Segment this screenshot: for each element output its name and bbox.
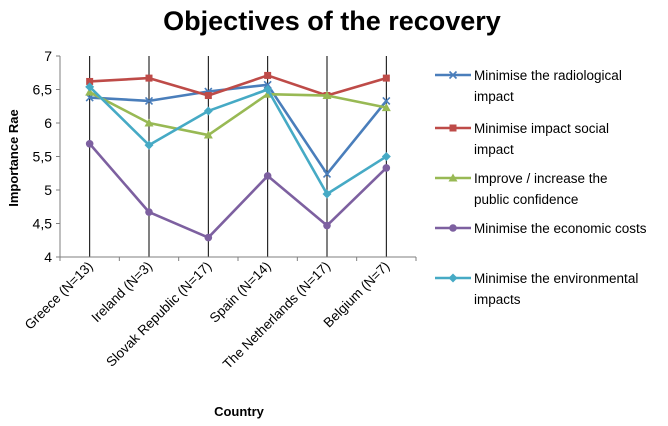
- series-line: [85, 139, 391, 242]
- series-path: [89, 74, 387, 97]
- legend-label: Minimise the economic costs: [474, 221, 647, 236]
- data-point: [86, 77, 94, 85]
- data-point: [85, 139, 94, 148]
- x-tick-label: Ireland (N=3): [89, 259, 156, 326]
- legend: Minimise the radiologicalimpactMinimise …: [435, 68, 647, 307]
- data-point: [204, 92, 212, 100]
- data-point: [144, 96, 154, 105]
- legend-label: impacts: [474, 292, 521, 307]
- data-point: [448, 70, 458, 80]
- data-point: [203, 106, 213, 116]
- data-point: [204, 233, 213, 242]
- data-point: [449, 124, 457, 132]
- y-tick-label: 4: [44, 249, 52, 265]
- data-point: [145, 74, 153, 82]
- data-point: [145, 208, 153, 216]
- legend-item: Minimise the environmental impacts: [435, 271, 638, 307]
- series-line: [85, 87, 391, 139]
- y-axis-title: Importance Rae: [6, 109, 21, 207]
- x-tick-label: The Netherlands (N=17): [220, 259, 333, 372]
- data-point: [382, 96, 391, 105]
- y-tick-label: 5,5: [33, 149, 53, 165]
- series-layer: [85, 71, 391, 242]
- legend-item: Minimise the economic costs: [435, 221, 647, 236]
- data-point: [323, 221, 331, 230]
- legend-label: public confidence: [474, 192, 578, 207]
- data-point: [144, 118, 154, 127]
- series-line: [86, 71, 390, 100]
- legend-label: impact: [474, 89, 514, 104]
- legend-item: Improve / increase the public confidence: [435, 171, 608, 207]
- data-point: [263, 85, 273, 94]
- data-point: [264, 71, 272, 79]
- y-tick-label: 6: [44, 115, 52, 131]
- data-point: [381, 152, 391, 161]
- legend-item: Minimise the radiological impact: [435, 68, 622, 104]
- data-point: [448, 173, 458, 182]
- data-point: [382, 74, 390, 82]
- x-axis-title: Country: [214, 404, 265, 419]
- y-tick-label: 6,5: [33, 82, 53, 98]
- legend-item: Minimise impact social impact: [435, 121, 609, 157]
- y-tick-label: 7: [44, 48, 52, 64]
- chart-title: Objectives of the recovery: [163, 6, 501, 36]
- y-tick-label: 4,5: [33, 216, 53, 232]
- legend-label: Improve / increase the: [474, 171, 608, 186]
- x-tick-label: Greece (N=13): [22, 259, 96, 333]
- data-point: [381, 103, 391, 112]
- data-point: [448, 273, 458, 283]
- x-tick-label: Spain (N=14): [207, 259, 274, 326]
- x-tick-label: Slovak Republic (N=17): [103, 259, 214, 370]
- data-point: [203, 130, 213, 139]
- legend-label: Minimise impact social: [474, 121, 609, 136]
- data-point: [449, 224, 457, 232]
- legend-label: Minimise the radiological: [474, 68, 622, 83]
- data-point: [382, 164, 391, 172]
- data-point: [144, 140, 154, 150]
- series-line: [85, 82, 391, 199]
- series-path: [88, 142, 388, 239]
- series-path: [89, 83, 388, 176]
- series-path: [88, 85, 388, 196]
- y-tick-label: 5: [44, 182, 52, 198]
- data-point: [85, 87, 95, 96]
- data-point: [322, 91, 332, 100]
- data-point: [322, 189, 332, 199]
- data-point: [263, 172, 272, 180]
- legend-label: Minimise the environmental: [474, 271, 638, 286]
- data-point: [263, 80, 272, 89]
- legend-label: impact: [474, 142, 514, 157]
- series-path: [89, 91, 387, 137]
- data-point: [85, 82, 95, 92]
- data-point: [322, 169, 332, 178]
